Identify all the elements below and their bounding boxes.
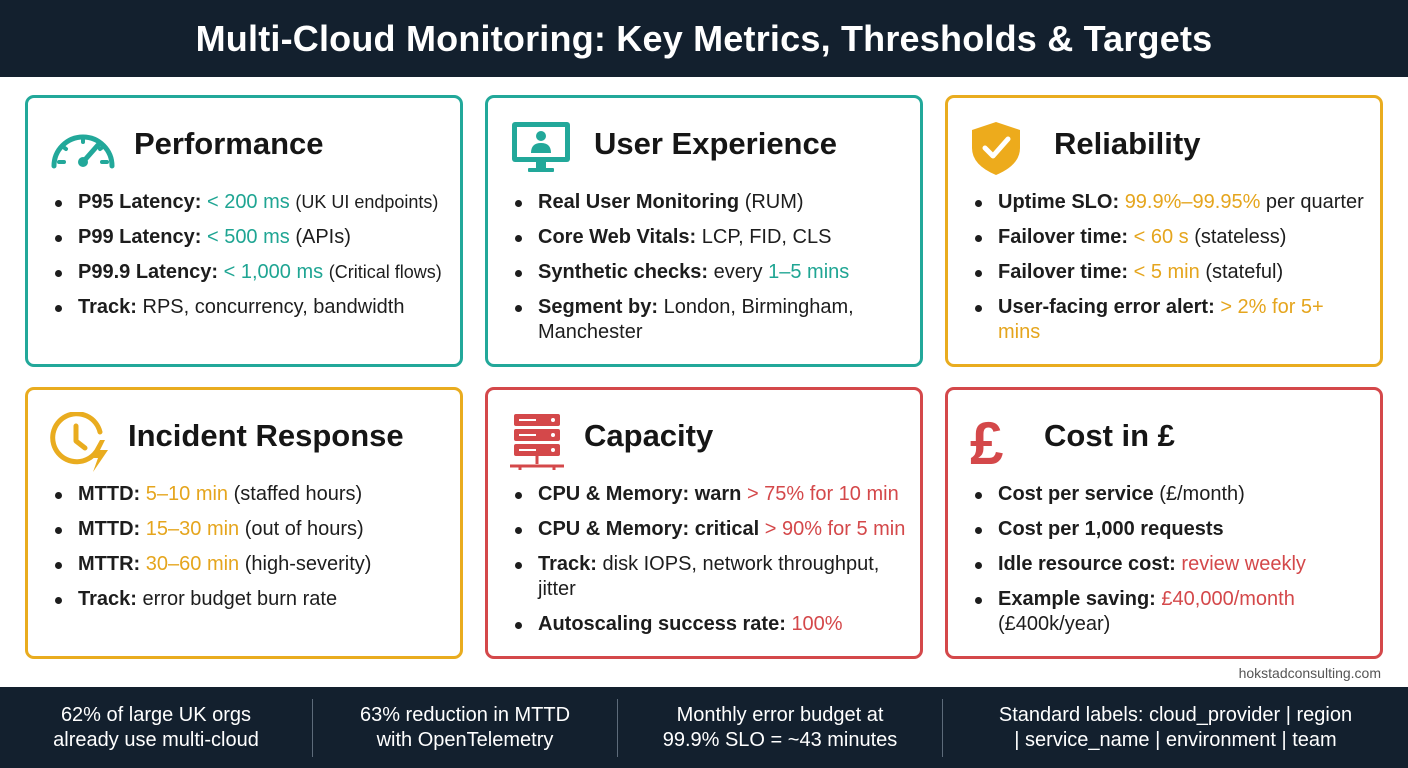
list-item: P99.9 Latency: < 1,000 ms (Critical flow…	[52, 260, 450, 285]
list-item: Failover time: < 60 s (stateless)	[972, 225, 1370, 250]
list-item: Synthetic checks: every 1–5 mins	[512, 260, 910, 285]
divider	[617, 698, 618, 757]
clock-lightning-icon	[48, 411, 116, 472]
monitor-user-icon	[508, 120, 576, 172]
card-title: Incident Response	[128, 418, 404, 453]
list-item: MTTD: 15–30 min (out of hours)	[52, 517, 450, 542]
shield-check-icon	[968, 120, 1036, 175]
footer-stat: Monthly error budget at 99.9% SLO = ~43 m…	[662, 703, 898, 751]
list-item: Track: disk IOPS, network throughput, ji…	[512, 552, 910, 602]
pound-sign-icon: £	[968, 410, 1036, 477]
list-item: MTTR: 30–60 min (high-severity)	[52, 552, 450, 577]
card-user-experience: User Experience Real User Monitoring (RU…	[485, 95, 923, 367]
divider	[312, 698, 313, 757]
list-item: Example saving: £40,000/month (£400k/yea…	[972, 587, 1370, 637]
list-item: User-facing error alert: > 2% for 5+ min…	[972, 295, 1370, 345]
list-item: CPU & Memory: warn > 75% for 10 min	[512, 482, 910, 507]
card-title: Cost in £	[1044, 418, 1175, 453]
server-rack-icon	[508, 412, 576, 470]
metric-list: P95 Latency: < 200 ms (UK UI endpoints) …	[52, 190, 450, 330]
card-reliability: Reliability Uptime SLO: 99.9%–99.95% per…	[945, 95, 1383, 367]
footer-stat: 62% of large UK orgs already use multi-cl…	[53, 703, 259, 751]
list-item: Track: error budget burn rate	[52, 587, 450, 612]
metric-list: Cost per service (£/month) Cost per 1,00…	[972, 482, 1370, 647]
list-item: MTTD: 5–10 min (staffed hours)	[52, 482, 450, 507]
list-item: Uptime SLO: 99.9%–99.95% per quarter	[972, 190, 1370, 215]
card-title: Reliability	[1054, 126, 1201, 161]
list-item: Idle resource cost: review weekly	[972, 552, 1370, 577]
source-credit: hokstadconsulting.com	[1238, 665, 1381, 681]
list-item: Track: RPS, concurrency, bandwidth	[52, 295, 450, 320]
header-bar: Multi-Cloud Monitoring: Key Metrics, Thr…	[0, 0, 1408, 77]
metric-list: Real User Monitoring (RUM) Core Web Vita…	[512, 190, 910, 355]
metric-list: CPU & Memory: warn > 75% for 10 min CPU …	[512, 482, 910, 647]
card-cost: £ Cost in £ Cost per service (£/month) C…	[945, 387, 1383, 659]
divider	[942, 698, 943, 757]
list-item: Segment by: London, Birmingham, Manchest…	[512, 295, 910, 345]
speedometer-icon	[48, 120, 116, 170]
list-item: Cost per 1,000 requests	[972, 517, 1370, 542]
card-performance: Performance P95 Latency: < 200 ms (UK UI…	[25, 95, 463, 367]
card-capacity: Capacity CPU & Memory: warn > 75% for 10…	[485, 387, 923, 659]
page-title: Multi-Cloud Monitoring: Key Metrics, Thr…	[195, 17, 1213, 59]
metric-list: Uptime SLO: 99.9%–99.95% per quarter Fai…	[972, 190, 1370, 355]
list-item: Real User Monitoring (RUM)	[512, 190, 910, 215]
list-item: Core Web Vitals: LCP, FID, CLS	[512, 225, 910, 250]
footer-stat: Standard labels: cloud_provider | region…	[998, 703, 1353, 751]
metric-list: MTTD: 5–10 min (staffed hours) MTTD: 15–…	[52, 482, 450, 622]
footer-stat: 63% reduction in MTTD with OpenTelemetry	[359, 703, 571, 751]
list-item: Failover time: < 5 min (stateful)	[972, 260, 1370, 285]
list-item: CPU & Memory: critical > 90% for 5 min	[512, 517, 910, 542]
list-item: P99 Latency: < 500 ms (APIs)	[52, 225, 450, 250]
list-item: Autoscaling success rate: 100%	[512, 612, 910, 637]
footer-stats-bar: 62% of large UK orgs already use multi-cl…	[0, 687, 1408, 768]
card-title: Capacity	[584, 418, 714, 453]
card-title: User Experience	[594, 126, 837, 161]
list-item: Cost per service (£/month)	[972, 482, 1370, 507]
svg-text:£: £	[970, 412, 1003, 472]
card-incident-response: Incident Response MTTD: 5–10 min (staffe…	[25, 387, 463, 659]
card-title: Performance	[134, 126, 324, 161]
list-item: P95 Latency: < 200 ms (UK UI endpoints)	[52, 190, 450, 215]
